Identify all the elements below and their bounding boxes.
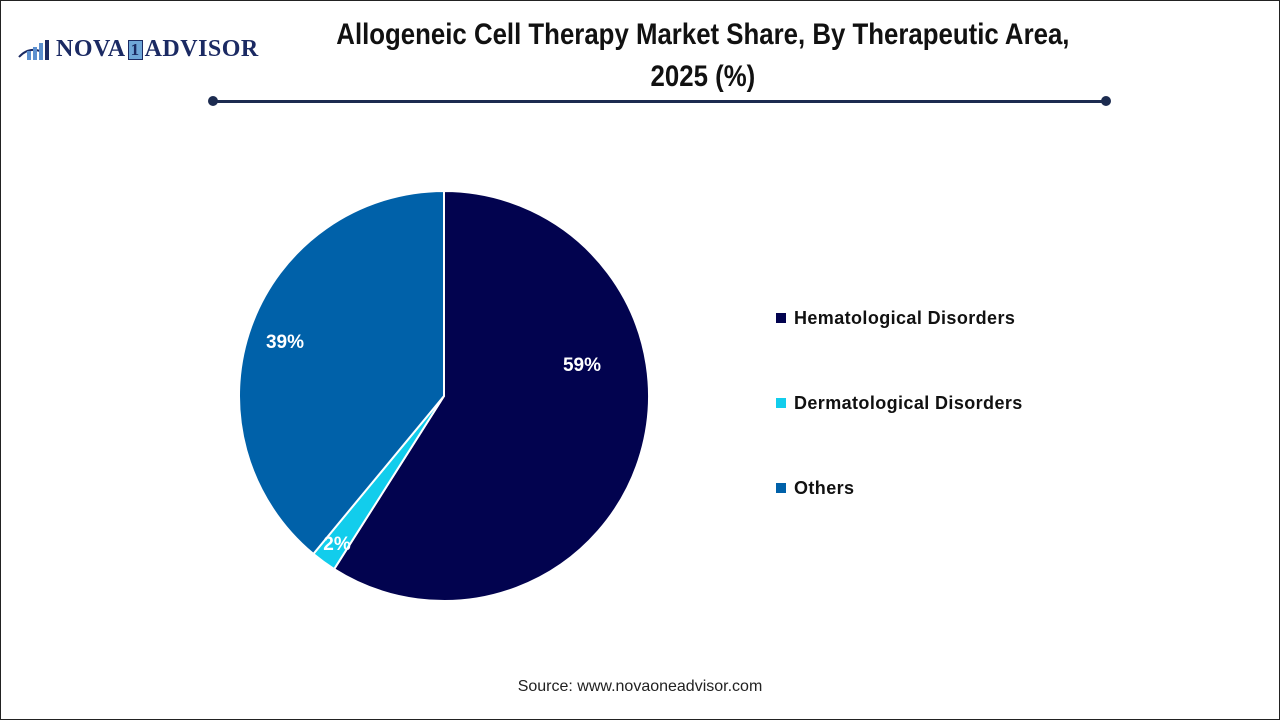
chart-title: Allogeneic Cell Therapy Market Share, By…: [260, 14, 1146, 98]
divider-right-dot: [1101, 96, 1111, 106]
source-note: Source: www.novaoneadvisor.com: [517, 678, 763, 695]
title-divider: [213, 100, 1106, 103]
logo-text-advisor: ADVISOR: [144, 36, 259, 62]
chart-title-line1: Allogeneic Cell Therapy Market Share, By…: [336, 18, 1070, 51]
chart-legend: Hematological Disorders Dermatological D…: [776, 306, 1023, 561]
legend-label: Others: [794, 477, 855, 498]
nova-advisor-logo: NOVA 1 ADVISOR: [18, 36, 259, 63]
legend-item-dermatological: Dermatological Disorders: [776, 391, 1023, 415]
logo-text-one: 1: [127, 39, 143, 60]
legend-swatch-icon: [776, 483, 786, 493]
pie-data-label: 59%: [563, 355, 601, 376]
legend-item-hematological: Hematological Disorders: [776, 306, 1023, 330]
legend-item-others: Others: [776, 476, 1023, 500]
logo-text-nova: NOVA: [56, 36, 126, 62]
pie-slice-others: [238, 189, 445, 556]
legend-label: Dermatological Disorders: [794, 392, 1023, 413]
pie-data-label: 39%: [266, 332, 304, 353]
legend-swatch-icon: [776, 313, 786, 323]
chart-title-line2: 2025 (%): [650, 60, 756, 93]
bar-chart-logo-icon: [18, 39, 49, 60]
pie-data-label: 2%: [323, 534, 351, 555]
legend-label: Hematological Disorders: [794, 307, 1016, 328]
legend-swatch-icon: [776, 398, 786, 408]
pie-slice-hematological-disorders: [332, 189, 650, 602]
divider-left-dot: [208, 96, 218, 106]
